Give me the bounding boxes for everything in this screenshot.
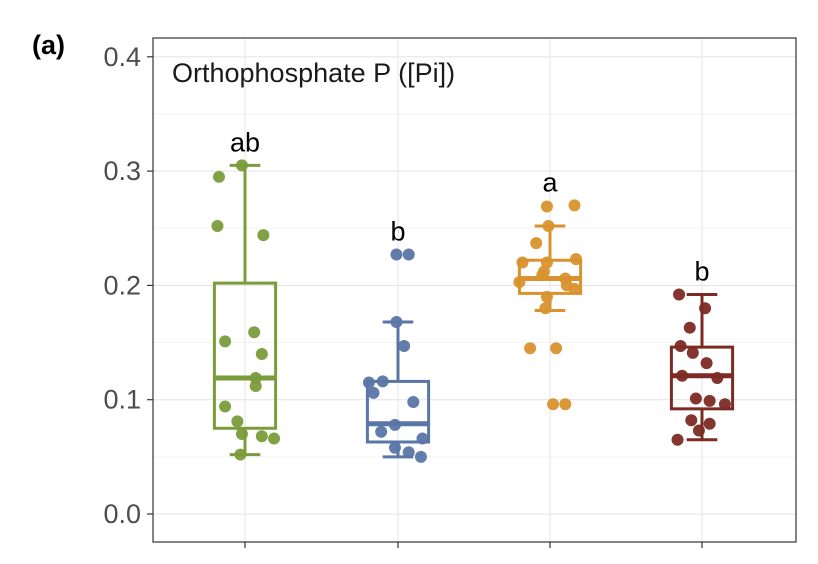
data-point (703, 394, 716, 407)
grid-lines (153, 38, 796, 542)
data-point (673, 288, 686, 301)
data-point (211, 219, 224, 232)
data-point (674, 339, 687, 352)
y-tick-label: 0.4 (103, 42, 141, 72)
data-point (718, 398, 731, 411)
y-tick-label: 0.0 (103, 499, 141, 529)
significance-letter: ab (230, 127, 260, 157)
data-point (676, 369, 689, 382)
data-point (540, 200, 553, 213)
box (365, 379, 431, 444)
data-point (524, 342, 537, 355)
data-point (568, 282, 581, 295)
data-point (671, 433, 684, 446)
data-point (219, 400, 232, 413)
data-point (536, 269, 549, 282)
box (212, 281, 278, 430)
data-point (234, 448, 247, 461)
y-tick-label: 0.1 (103, 385, 141, 415)
panel-border (152, 37, 797, 543)
data-point (550, 342, 563, 355)
data-point (683, 321, 696, 334)
box-group: ab (211, 127, 281, 461)
data-point (402, 446, 415, 459)
data-point (231, 415, 244, 428)
data-point (692, 424, 705, 437)
data-point (235, 159, 248, 172)
data-point (414, 450, 427, 463)
data-point (547, 398, 560, 411)
significance-letter: b (694, 257, 709, 287)
box-group: b (669, 257, 735, 446)
data-point (407, 395, 420, 408)
data-point (212, 170, 225, 183)
significance-letter: a (542, 167, 558, 197)
data-point (689, 392, 702, 405)
data-point (530, 237, 543, 250)
data-point (703, 417, 716, 430)
data-point (255, 347, 268, 360)
data-point (235, 427, 248, 440)
data-point (249, 379, 262, 392)
y-axis: 0.0 0.1 0.2 0.3 0.4 (103, 42, 153, 529)
data-point (219, 335, 232, 348)
data-point (367, 386, 380, 399)
data-point (362, 376, 375, 389)
x-axis (244, 542, 703, 548)
data-point (398, 339, 411, 352)
data-point (542, 219, 555, 232)
y-tick-label: 0.2 (103, 270, 141, 300)
data-point (390, 248, 403, 261)
y-tick-label: 0.3 (103, 156, 141, 186)
data-point (388, 418, 401, 431)
panel-label: (a) (32, 30, 65, 60)
data-point (516, 256, 529, 269)
data-point (568, 199, 581, 212)
data-point (402, 248, 415, 261)
data-point (685, 414, 698, 427)
significance-letter: b (390, 217, 405, 247)
data-point (699, 302, 712, 315)
data-point (539, 302, 552, 315)
data-point (686, 346, 699, 359)
data-point (376, 375, 389, 388)
data-point (540, 290, 553, 303)
data-point (248, 326, 261, 339)
box-group: a (513, 167, 583, 411)
data-point (388, 441, 401, 454)
data-point (416, 432, 429, 445)
data-point (255, 430, 268, 443)
data-point (540, 256, 553, 269)
data-point (700, 357, 713, 370)
chart-title: Orthophosphate P ([Pi]) (172, 58, 455, 88)
data-point (559, 398, 572, 411)
data-point (375, 425, 388, 438)
data-point (570, 253, 583, 266)
data-point (257, 229, 270, 242)
data-point (513, 275, 526, 288)
data-point (711, 371, 724, 384)
box-group: b (362, 217, 431, 463)
data-point (390, 315, 403, 328)
data-point (268, 432, 281, 445)
